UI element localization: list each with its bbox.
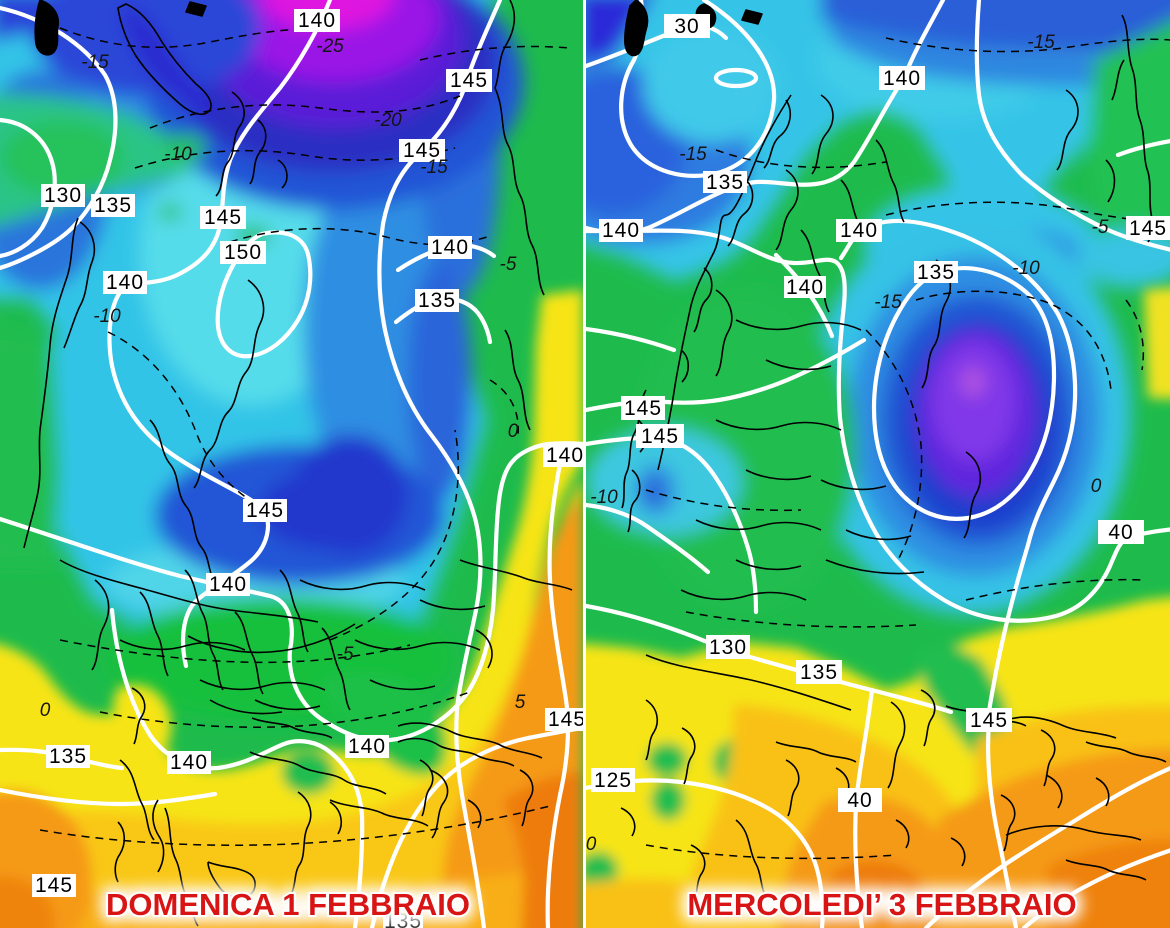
svg-text:125: 125 <box>594 769 632 792</box>
svg-text:-15: -15 <box>874 292 902 313</box>
svg-text:5: 5 <box>515 692 526 713</box>
svg-text:DOMENICA 1 FEBBRAIO: DOMENICA 1 FEBBRAIO <box>106 887 470 922</box>
svg-text:-15: -15 <box>420 157 448 178</box>
svg-text:150: 150 <box>224 241 262 264</box>
svg-text:145: 145 <box>641 425 679 448</box>
svg-text:145: 145 <box>970 709 1008 732</box>
svg-text:140: 140 <box>883 67 921 90</box>
svg-text:145: 145 <box>35 874 73 897</box>
svg-text:140: 140 <box>348 735 386 758</box>
svg-text:-10: -10 <box>164 144 192 165</box>
svg-text:145: 145 <box>204 206 242 229</box>
svg-text:-10: -10 <box>590 487 618 508</box>
svg-text:140: 140 <box>786 276 824 299</box>
svg-text:135: 135 <box>917 261 955 284</box>
svg-text:135: 135 <box>800 661 838 684</box>
svg-text:145: 145 <box>624 397 662 420</box>
svg-text:140: 140 <box>170 751 208 774</box>
svg-text:140: 140 <box>431 236 469 259</box>
svg-text:40: 40 <box>1108 521 1133 544</box>
svg-text:145: 145 <box>548 708 586 731</box>
svg-text:130: 130 <box>44 184 82 207</box>
svg-text:140: 140 <box>602 219 640 242</box>
svg-text:130: 130 <box>709 636 747 659</box>
svg-text:0: 0 <box>586 834 597 855</box>
svg-text:145: 145 <box>450 69 488 92</box>
svg-text:140: 140 <box>209 573 247 596</box>
svg-text:140: 140 <box>546 444 584 467</box>
svg-text:145: 145 <box>1129 217 1167 240</box>
svg-text:0: 0 <box>1091 476 1102 497</box>
svg-text:MERCOLEDI’ 3 FEBBRAIO: MERCOLEDI’ 3 FEBBRAIO <box>687 887 1076 922</box>
svg-text:-15: -15 <box>81 52 109 73</box>
svg-text:135: 135 <box>49 745 87 768</box>
svg-text:30: 30 <box>674 15 699 38</box>
svg-text:135: 135 <box>706 171 744 194</box>
svg-text:135: 135 <box>384 910 422 928</box>
svg-text:-25: -25 <box>316 36 344 57</box>
svg-text:145: 145 <box>246 499 284 522</box>
svg-text:145: 145 <box>403 139 441 162</box>
svg-text:-20: -20 <box>374 110 402 131</box>
svg-text:-5: -5 <box>1092 217 1109 238</box>
svg-text:0: 0 <box>508 421 519 442</box>
svg-text:-10: -10 <box>93 306 121 327</box>
svg-text:-10: -10 <box>1012 258 1040 279</box>
svg-text:135: 135 <box>94 194 132 217</box>
svg-text:135: 135 <box>418 289 456 312</box>
svg-text:140: 140 <box>106 271 144 294</box>
svg-text:0: 0 <box>40 700 51 721</box>
svg-text:-15: -15 <box>679 144 707 165</box>
svg-text:MERCOLEDI’ 3 FEBBRAIO: MERCOLEDI’ 3 FEBBRAIO <box>687 887 1076 922</box>
svg-text:-5: -5 <box>337 644 354 665</box>
svg-text:40: 40 <box>847 789 872 812</box>
svg-text:-5: -5 <box>500 254 517 275</box>
svg-text:140: 140 <box>840 219 878 242</box>
svg-text:DOMENICA 1 FEBBRAIO: DOMENICA 1 FEBBRAIO <box>106 887 470 922</box>
svg-text:-15: -15 <box>1027 32 1055 53</box>
svg-text:140: 140 <box>298 9 336 32</box>
